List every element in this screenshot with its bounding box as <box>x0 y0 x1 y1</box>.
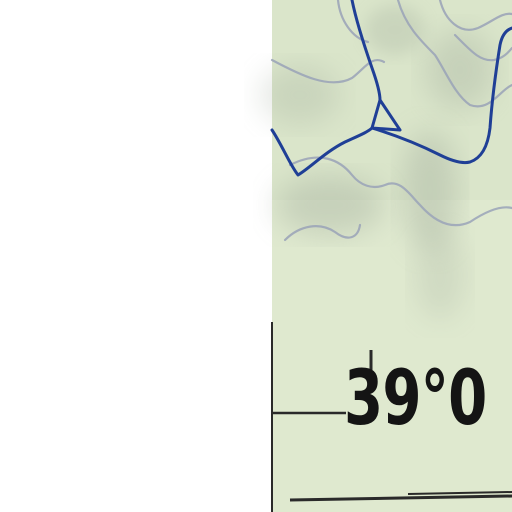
road <box>350 0 382 102</box>
contour-line <box>270 58 386 84</box>
contour-line <box>288 156 512 227</box>
scale-rule <box>289 494 512 502</box>
road-network <box>270 0 512 177</box>
contour-line <box>453 33 512 62</box>
latitude-label: 39°0 <box>344 353 487 442</box>
hill-shading <box>260 5 495 320</box>
scale-rule <box>407 491 512 495</box>
map-margin <box>0 0 272 512</box>
graticule <box>271 322 512 512</box>
road-junction-icon <box>370 98 402 132</box>
contour-line <box>283 223 362 242</box>
road <box>370 26 512 165</box>
contour-line <box>438 0 512 31</box>
road <box>270 126 374 177</box>
